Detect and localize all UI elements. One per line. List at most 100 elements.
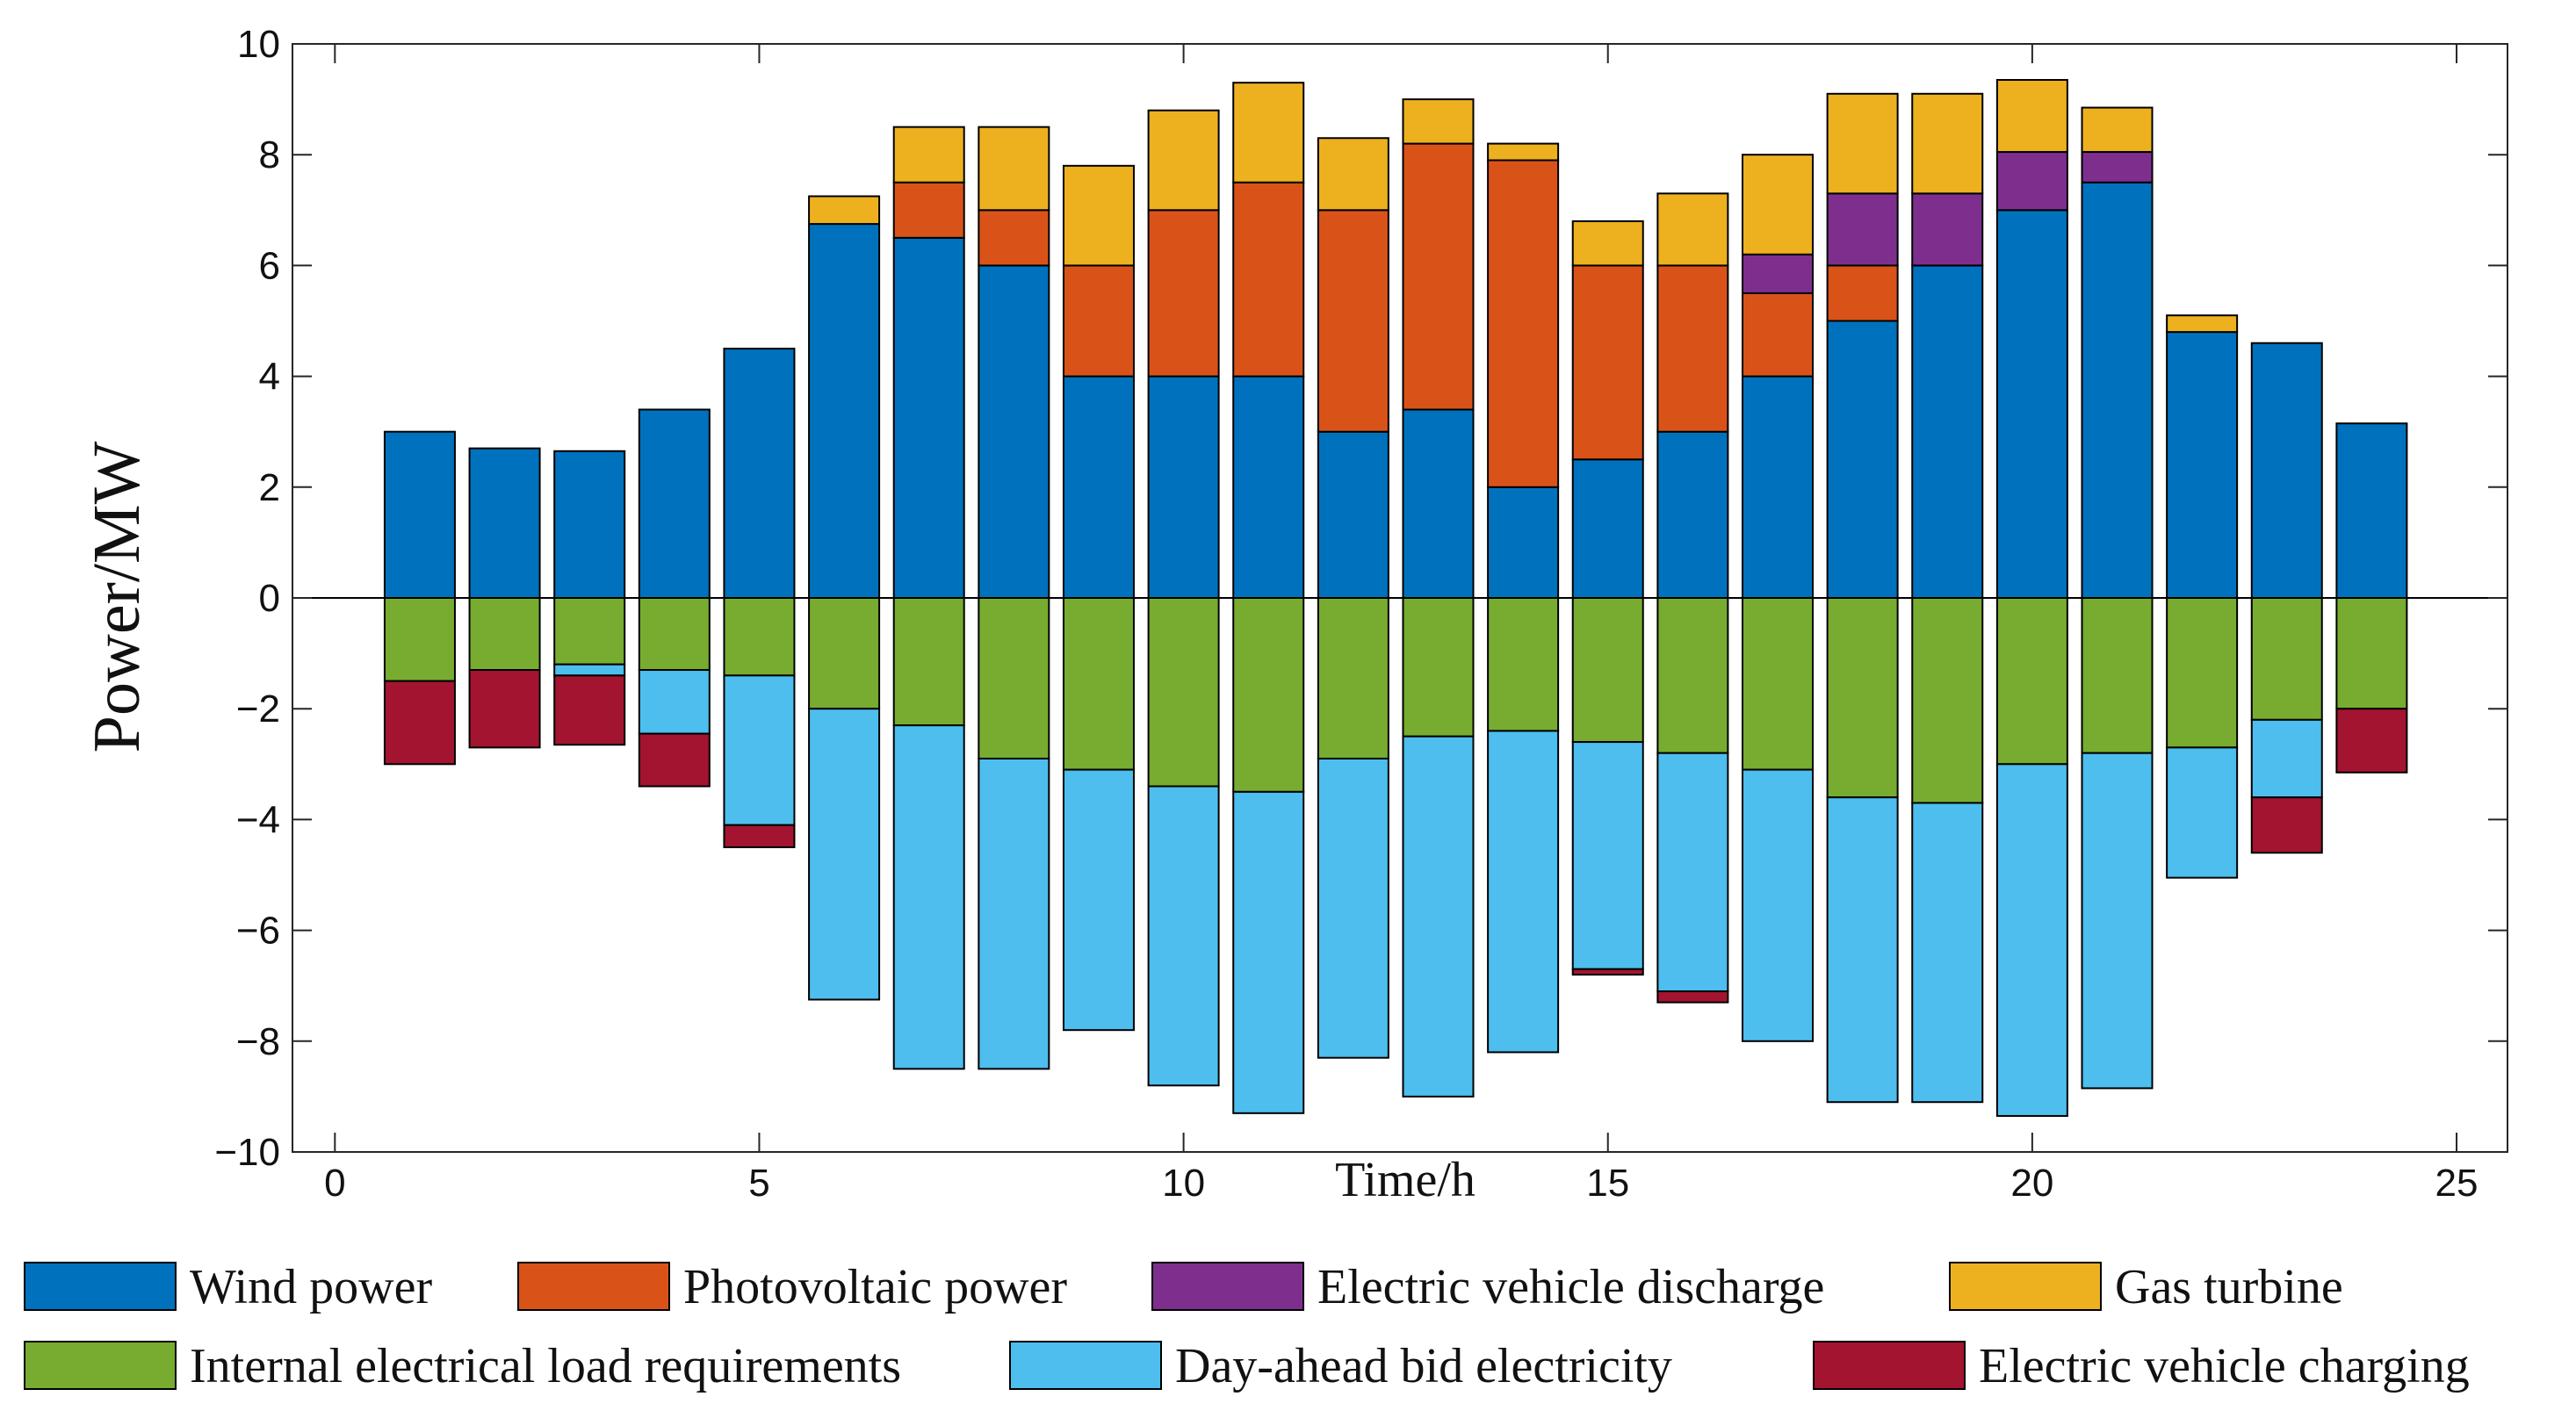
axes: −10 −8 −6 −4 −2 0 2 4 6 8 10 0 5 10 15 20 25 — [214, 23, 2508, 1205]
x-tick-label: 5 — [748, 1162, 769, 1205]
bar-segment-4-t10 — [1147, 597, 1220, 788]
bar-segment-0-t2 — [468, 447, 541, 599]
x-tick-label: 0 — [324, 1162, 345, 1205]
bar-segment-0-t4 — [638, 408, 711, 599]
bar-segment-1-t12 — [1317, 209, 1389, 433]
bar-segment-0-t14 — [1487, 486, 1560, 599]
bar-segment-2-t19 — [1911, 192, 1984, 267]
bar-segment-0-t9 — [1062, 375, 1135, 599]
bar-segment-1-t13 — [1402, 142, 1475, 411]
legend-label-3: Gas turbine — [2115, 1260, 2343, 1314]
bar-segment-1-t8 — [978, 209, 1050, 267]
legend: Wind power Photovoltaic power Electric veh… — [24, 1260, 2470, 1393]
bar-segment-3-t18 — [1826, 92, 1899, 195]
y-tick-label: 6 — [259, 244, 280, 287]
bar-segment-0-t10 — [1147, 375, 1220, 599]
bar-segment-2-t20 — [1995, 151, 2068, 212]
bar-segment-3-t14 — [1487, 142, 1560, 162]
bar-segment-6-t2 — [468, 669, 541, 749]
bar-segment-6-t15 — [1571, 968, 1644, 976]
bar-segment-5-t8 — [978, 757, 1050, 1070]
legend-label-6: Electric vehicle charging — [1979, 1339, 2470, 1393]
legend-swatch-5 — [1009, 1341, 1162, 1390]
x-tick-label: 25 — [2435, 1162, 2479, 1205]
bar-segment-5-t14 — [1487, 730, 1560, 1054]
bar-segment-4-t18 — [1826, 597, 1899, 799]
bar-segment-2-t21 — [2081, 151, 2154, 184]
plot-area — [383, 79, 2408, 1117]
bar-segment-5-t18 — [1826, 796, 1899, 1104]
bar-segment-0-t3 — [553, 450, 626, 599]
bar-segment-3-t9 — [1062, 164, 1135, 267]
bar-segment-4-t12 — [1317, 597, 1389, 759]
bar-segment-0-t18 — [1826, 320, 1899, 599]
legend-label-1: Photovoltaic power — [683, 1260, 1067, 1314]
bar-segment-3-t11 — [1232, 82, 1305, 184]
bar-segment-5-t4 — [638, 669, 711, 735]
bar-segment-4-t8 — [978, 597, 1050, 759]
bar-segment-5-t6 — [808, 708, 881, 1001]
bar-segment-5-t5 — [723, 674, 796, 826]
bar-segment-5-t20 — [1995, 763, 2068, 1117]
bar-segment-3-t15 — [1571, 220, 1644, 267]
bar-segment-1-t18 — [1826, 264, 1899, 322]
legend-swatch-1 — [517, 1262, 670, 1311]
y-tick-label: −8 — [236, 1020, 280, 1063]
y-tick-label: −2 — [236, 687, 280, 731]
bar-segment-4-t16 — [1656, 597, 1729, 754]
bar-segment-3-t6 — [808, 195, 881, 226]
bar-segment-4-t6 — [808, 597, 881, 710]
bar-segment-3-t19 — [1911, 92, 1984, 195]
bar-segment-5-t16 — [1656, 752, 1729, 993]
y-tick-label: 2 — [259, 466, 280, 509]
y-axis-title: Power/MW — [80, 441, 154, 752]
bar-segment-3-t10 — [1147, 109, 1220, 212]
bar-segment-4-t24 — [2335, 597, 2408, 710]
bar-segment-4-t2 — [468, 597, 541, 672]
y-tick-label: 0 — [259, 577, 280, 620]
y-tick-label: 8 — [259, 133, 280, 176]
bar-segment-6-t24 — [2335, 708, 2408, 774]
bar-segment-0-t20 — [1995, 209, 2068, 600]
bar-segment-3-t20 — [1995, 79, 2068, 154]
legend-label-2: Electric vehicle discharge — [1317, 1260, 1824, 1314]
bar-segment-0-t6 — [808, 223, 881, 599]
bar-segment-4-t15 — [1571, 597, 1644, 744]
bar-segment-6-t3 — [553, 674, 626, 746]
bar-segment-0-t15 — [1571, 458, 1644, 599]
bar-segment-4-t14 — [1487, 597, 1560, 732]
bar-segment-4-t19 — [1911, 597, 1984, 804]
bar-segment-5-t7 — [892, 724, 965, 1070]
bar-segment-0-t24 — [2335, 422, 2408, 599]
bar-segment-0-t5 — [723, 348, 796, 599]
bar-segment-4-t9 — [1062, 597, 1135, 771]
y-tick-label: 4 — [259, 356, 280, 399]
legend-swatch-0 — [24, 1262, 177, 1311]
legend-label-5: Day-ahead bid electricity — [1175, 1339, 1672, 1393]
bar-segment-3-t8 — [978, 126, 1050, 212]
bar-segment-0-t23 — [2250, 342, 2323, 599]
legend-label-0: Wind power — [190, 1260, 432, 1314]
bar-segment-1-t11 — [1232, 181, 1305, 378]
bar-segment-4-t3 — [553, 597, 626, 666]
y-tick-label: 10 — [237, 23, 280, 66]
bar-segment-0-t19 — [1911, 264, 1984, 599]
bar-segment-2-t18 — [1826, 192, 1899, 267]
bar-segment-4-t4 — [638, 597, 711, 672]
bar-segment-6-t4 — [638, 732, 711, 788]
bar-segment-0-t11 — [1232, 375, 1305, 599]
bar-segment-1-t14 — [1487, 159, 1560, 488]
bar-segment-4-t1 — [383, 597, 456, 682]
bar-segment-5-t10 — [1147, 785, 1220, 1087]
bar-segment-0-t21 — [2081, 181, 2154, 599]
y-tick-label: −10 — [214, 1131, 280, 1174]
bar-segment-0-t12 — [1317, 430, 1389, 600]
bar-segment-4-t17 — [1741, 597, 1814, 771]
legend-swatch-3 — [1949, 1262, 2102, 1311]
y-tick-label: −4 — [236, 798, 280, 841]
bar-segment-5-t17 — [1741, 768, 1814, 1042]
bar-segment-4-t20 — [1995, 597, 2068, 766]
bar-segment-1-t15 — [1571, 264, 1644, 461]
bar-segment-3-t22 — [2166, 314, 2239, 334]
